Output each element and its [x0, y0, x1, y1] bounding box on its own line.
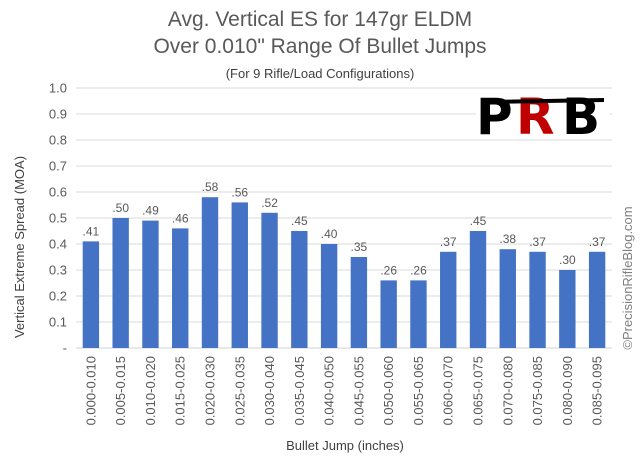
y-tick-label: 0.5 [49, 211, 67, 226]
x-tick-label: 0.040-0.050 [322, 356, 337, 425]
bar [82, 241, 100, 348]
x-tick-label: 0.025-0.035 [232, 356, 247, 425]
y-tick-label: - [63, 341, 67, 356]
y-tick-label: 0.6 [49, 185, 67, 200]
data-label: .45 [470, 214, 487, 228]
bar [201, 197, 219, 348]
x-tick-label: 0.000-0.010 [83, 356, 98, 425]
y-axis-ticks: - 0.1 0.2 0.3 0.4 0.5 0.6 0.7 0.8 0.9 1.0 [49, 81, 67, 356]
bar [172, 228, 189, 348]
x-tick-label: 0.055-0.065 [411, 356, 426, 425]
x-tick-label: 0.060-0.070 [441, 356, 456, 425]
bar [320, 244, 338, 348]
bar [469, 231, 487, 348]
x-tick-label: 0.020-0.030 [203, 356, 218, 425]
data-label: .52 [261, 196, 278, 210]
bar [142, 220, 159, 348]
bar [588, 251, 606, 348]
bar [291, 231, 308, 348]
bar [112, 218, 129, 348]
x-tick-label: 0.010-0.020 [143, 356, 158, 425]
data-label: .26 [380, 263, 397, 277]
x-axis-title: Bullet Jump (inches) [286, 438, 404, 453]
data-label: .50 [112, 201, 129, 215]
data-label: .40 [321, 227, 338, 241]
data-label: .45 [291, 214, 308, 228]
data-labels: .41 .50 .49 .46 .58 .56 .52 .45 .40 .35 .26 .26 .37.… [83, 180, 606, 277]
watermark: ©PrecisionRifleBlog.com [620, 206, 635, 349]
x-tick-label: 0.005-0.015 [113, 356, 128, 425]
y-tick-label: 0.4 [49, 237, 67, 252]
x-tick-label: 0.015-0.025 [173, 356, 188, 425]
chart-title: Avg. Vertical ES for 147gr ELDM Over 0.0… [0, 6, 640, 60]
bar [350, 257, 368, 348]
x-tick-label: 0.030-0.040 [262, 356, 277, 425]
data-label: .30 [559, 253, 576, 267]
chart-subtitle: (For 9 Rifle/Load Configurations) [225, 66, 415, 81]
rifle-silhouette-icon [484, 98, 604, 104]
y-tick-label: 0.3 [49, 263, 67, 278]
bars [82, 197, 606, 348]
data-label: .46 [172, 211, 189, 225]
bar [231, 202, 248, 348]
bar [440, 251, 457, 348]
x-tick-label: 0.075-0.085 [530, 356, 545, 425]
bar [499, 249, 516, 348]
logo-letter-p: P [476, 88, 513, 146]
data-label: .37 [529, 235, 546, 249]
data-label: .58 [202, 180, 219, 194]
x-axis-ticks: 0.000-0.010 0.005-0.015 0.010-0.020 0.015-0… [83, 356, 604, 425]
data-label: .26 [410, 263, 427, 277]
gridlines [76, 87, 612, 349]
data-label: .49 [142, 204, 159, 218]
y-tick-label: 1.0 [49, 81, 67, 96]
data-label: .37 [440, 235, 457, 249]
y-tick-label: 0.1 [49, 315, 67, 330]
bar [410, 280, 427, 348]
data-label: .35 [351, 240, 368, 254]
y-tick-label: 0.9 [49, 107, 67, 122]
prb-logo: P R B [476, 88, 610, 146]
data-label: .56 [231, 185, 248, 199]
chart-title-line-2: Over 0.010" Range Of Bullet Jumps [153, 35, 487, 58]
bar [261, 212, 278, 348]
x-tick-label: 0.085-0.095 [590, 356, 605, 425]
data-label: .38 [499, 232, 516, 246]
logo-letter-b: B [562, 88, 600, 146]
y-axis-title: Vertical Extreme Spread (MOA) [12, 156, 27, 338]
chart-title-line-1: Avg. Vertical ES for 147gr ELDM [167, 8, 473, 31]
bar [529, 251, 546, 348]
x-tick-label: 0.080-0.090 [560, 356, 575, 425]
y-tick-label: 0.8 [49, 133, 67, 148]
data-label: .37 [589, 235, 606, 249]
bar [380, 280, 397, 348]
x-tick-label: 0.035-0.045 [292, 356, 307, 425]
x-tick-label: 0.050-0.060 [381, 356, 396, 425]
logo-letter-r: R [516, 88, 555, 146]
y-tick-label: 0.2 [49, 289, 67, 304]
y-tick-label: 0.7 [49, 159, 67, 174]
x-tick-label: 0.070-0.080 [500, 356, 515, 425]
bar [559, 270, 576, 348]
x-tick-label: 0.065-0.075 [471, 356, 486, 425]
x-tick-label: 0.045-0.055 [351, 356, 366, 425]
data-label: .41 [83, 224, 100, 238]
